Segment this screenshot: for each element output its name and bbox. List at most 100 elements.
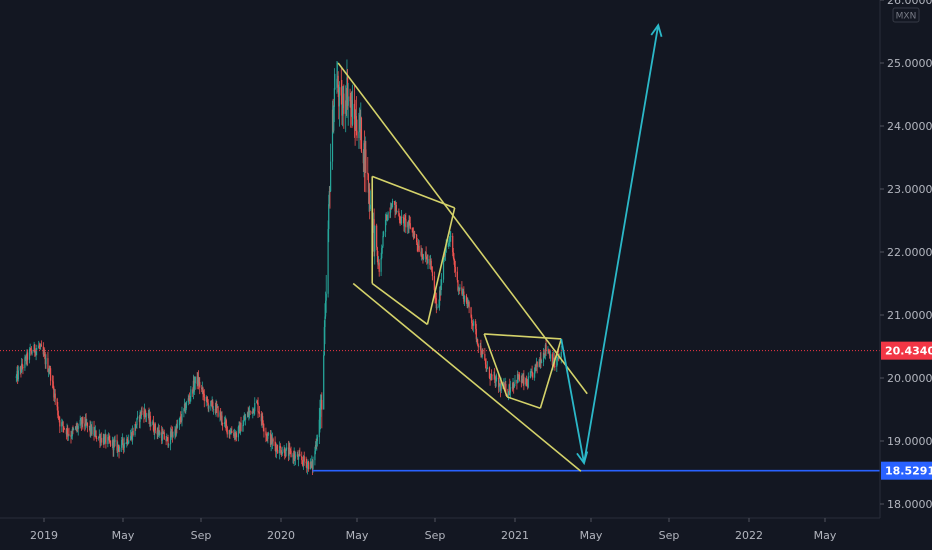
- candle-body: [248, 412, 250, 416]
- candle-body: [448, 243, 450, 245]
- candle-body: [127, 443, 129, 444]
- candle-body: [202, 387, 204, 394]
- candle-body: [103, 437, 106, 445]
- candle-body: [206, 400, 209, 403]
- candle-body: [462, 291, 464, 293]
- candle-body: [525, 378, 527, 385]
- candle-body: [197, 376, 200, 386]
- candle-body: [107, 437, 109, 445]
- candle-body: [356, 130, 358, 138]
- x-tick-label: Sep: [425, 529, 446, 542]
- candle-body: [391, 207, 393, 209]
- candle-body: [294, 455, 297, 459]
- candle-body: [100, 437, 102, 443]
- x-tick-label: May: [346, 529, 369, 542]
- candle-body: [517, 374, 519, 380]
- candle-body: [31, 352, 33, 354]
- candle-body: [243, 420, 245, 425]
- candle-body: [190, 389, 192, 397]
- candle-body: [307, 462, 309, 465]
- candle-body: [254, 403, 256, 412]
- candle-body: [44, 355, 46, 365]
- candle-body: [494, 374, 496, 379]
- candle-body: [65, 428, 67, 435]
- candle-body: [395, 204, 397, 212]
- candle-body: [545, 344, 547, 351]
- x-tick-label: May: [112, 529, 135, 542]
- candle-body: [377, 262, 380, 265]
- candle-body: [374, 225, 376, 252]
- candle-body: [153, 430, 155, 433]
- candle-body: [286, 447, 288, 449]
- candle-body: [210, 400, 212, 406]
- candle-body: [298, 453, 300, 456]
- candle-body: [376, 247, 378, 256]
- candle-body: [444, 252, 447, 256]
- price-axis[interactable]: [880, 0, 932, 518]
- candle-body: [532, 372, 534, 378]
- candle-body: [206, 396, 208, 401]
- candle-body: [274, 441, 276, 447]
- candle-body: [522, 379, 524, 381]
- candle-body: [57, 415, 60, 418]
- candle-body: [67, 434, 69, 436]
- candle-body: [351, 100, 353, 125]
- candle-body: [398, 210, 400, 216]
- candle-body: [316, 437, 319, 442]
- candle-body: [125, 443, 127, 444]
- time-axis[interactable]: [0, 518, 880, 550]
- candle-body: [350, 100, 352, 108]
- candle-body: [165, 439, 167, 442]
- candle-body: [540, 358, 542, 363]
- candle-body: [63, 428, 66, 430]
- candle-body: [358, 114, 361, 132]
- candle-body: [172, 435, 174, 437]
- candle-body: [417, 245, 419, 248]
- candle-body: [34, 352, 37, 355]
- candle-body: [193, 380, 195, 389]
- y-axis-ticks: 18.00000 19.00000 20.00000 21.00000 22.00000…: [880, 0, 932, 511]
- candle-body: [246, 412, 249, 418]
- candle-body: [67, 428, 69, 435]
- candle-body: [72, 429, 74, 430]
- candle-body: [99, 435, 101, 443]
- candle-body: [248, 410, 251, 413]
- candle-body: [442, 259, 445, 280]
- candle-body: [265, 435, 268, 437]
- candle-body: [461, 292, 464, 294]
- x-tick-label: May: [814, 529, 837, 542]
- candle-body: [235, 433, 238, 438]
- trend-line: [506, 396, 541, 409]
- candle-body: [226, 426, 228, 435]
- candle-body: [314, 451, 316, 461]
- candle-body: [297, 455, 300, 460]
- candle-body: [547, 349, 549, 351]
- candle-body: [369, 188, 371, 209]
- candle-body: [521, 379, 523, 382]
- candle-body: [458, 288, 460, 291]
- candle-body: [448, 240, 451, 244]
- candle-body: [450, 235, 452, 237]
- candle-body: [529, 375, 531, 377]
- candle-body: [454, 266, 456, 272]
- candle-body: [332, 109, 334, 131]
- candle-body: [518, 374, 520, 380]
- candle-body: [324, 316, 326, 328]
- candle-body: [535, 364, 537, 367]
- candle-body: [158, 429, 160, 435]
- candle-body: [71, 436, 73, 437]
- candle-body: [80, 419, 82, 421]
- candle-body: [523, 376, 525, 385]
- candle-body: [152, 421, 154, 425]
- candle-body: [289, 447, 291, 449]
- candle-body: [334, 87, 336, 89]
- candle-body: [490, 373, 492, 375]
- candle-body: [49, 368, 52, 381]
- candle-body: [363, 143, 365, 164]
- price-badges: 20.43405 18.52916: [881, 341, 932, 480]
- candle-body: [261, 416, 263, 422]
- candle-body: [435, 298, 437, 309]
- candle-body: [514, 379, 516, 384]
- candle-body: [121, 438, 123, 440]
